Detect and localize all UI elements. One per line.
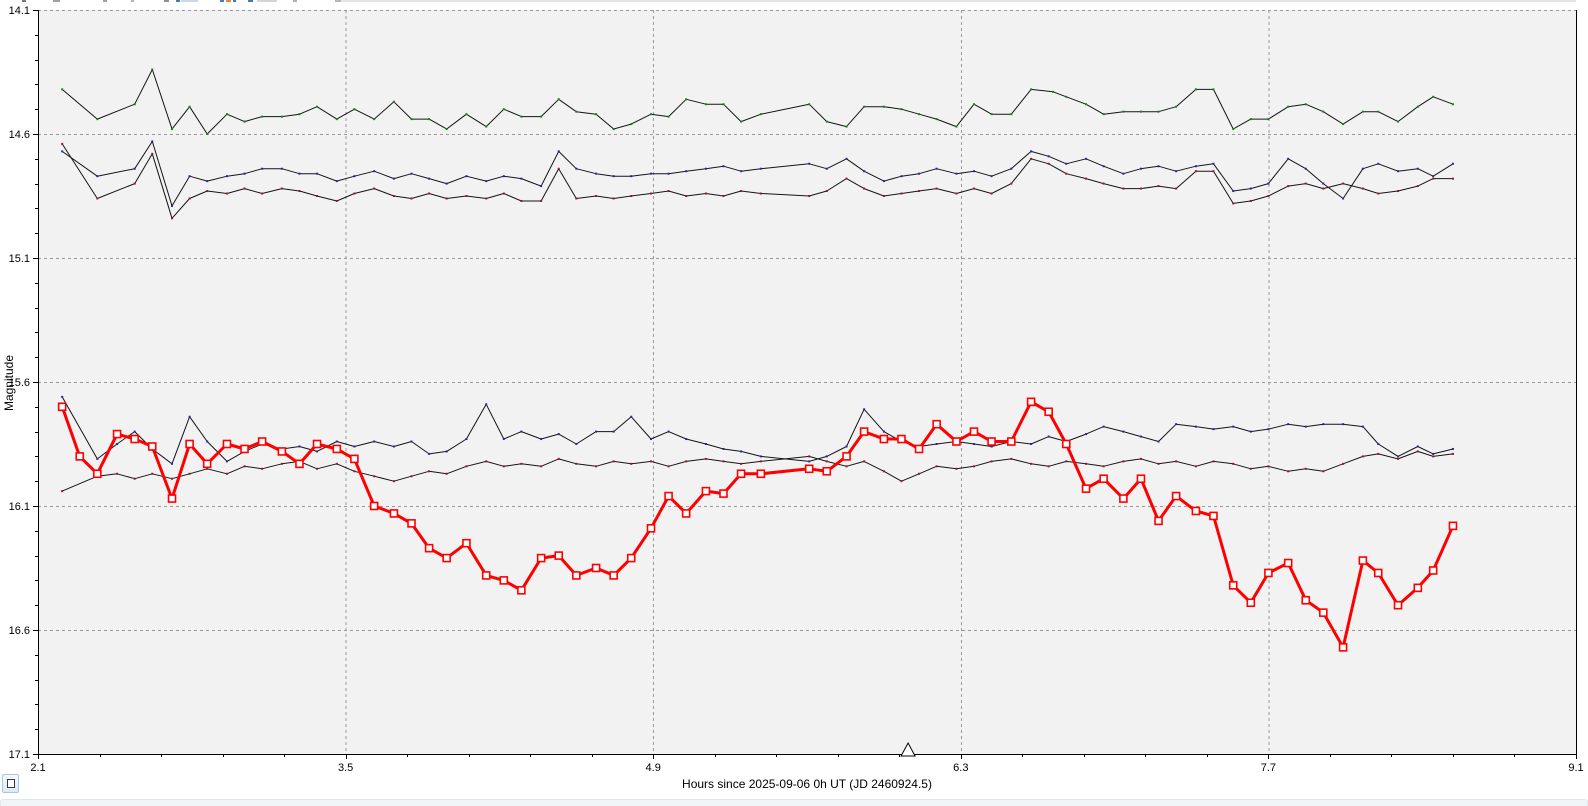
square-outline-icon — [6, 779, 15, 788]
x-tick-label: 7.7 — [1261, 762, 1276, 774]
x-tick-label: 9.1 — [1568, 762, 1583, 774]
bottom-panel-edge — [0, 799, 1588, 806]
y-tick-label: 16.1 — [9, 501, 30, 513]
x-tick-label: 2.1 — [30, 762, 45, 774]
clipped-toolbar-strip — [0, 0, 1588, 3]
series-series-2 — [61, 140, 1454, 207]
series-series-1 — [61, 68, 1454, 135]
toolbar-fragment — [181, 0, 198, 2]
series-series-3 — [61, 142, 1454, 220]
toolbar-fragment — [335, 0, 341, 2]
toolbar-fragment — [220, 0, 224, 2]
y-tick-label: 14.1 — [9, 5, 30, 17]
toolbar-fragment — [22, 0, 26, 2]
x-axis-title: Hours since 2025-09-06 0h UT (JD 2460924… — [682, 777, 932, 791]
toolbar-fragment — [257, 0, 277, 2]
toolbar-fragment — [248, 0, 253, 2]
y-axis-title: Magnitude — [2, 354, 16, 412]
axis-event-marker-triangle — [900, 741, 916, 757]
toolbar-fragment — [226, 0, 231, 2]
x-tick-label: 6.3 — [953, 762, 968, 774]
toolbar-fragment — [131, 0, 134, 2]
x-tick-label: 3.5 — [338, 762, 353, 774]
x-tick-label: 4.9 — [646, 762, 661, 774]
toolbar-fragment — [293, 0, 297, 2]
y-tick-label: 15.6 — [9, 377, 30, 389]
toolbar-fragment — [341, 0, 1576, 2]
toolbar-fragment — [176, 0, 180, 2]
y-tick-label: 16.6 — [9, 625, 30, 637]
tick-labels: 14.1 14.6 15.1 15.6 16.1 16.6 17.12.1 3.5 4.9 6.3… — [9, 5, 1584, 774]
y-tick-label: 15.1 — [9, 253, 30, 265]
toolbar-fragment — [103, 0, 107, 2]
toolbar-fragment — [164, 0, 169, 2]
series-series-4 — [61, 395, 1454, 465]
toolbar-fragment — [53, 0, 60, 2]
y-tick-label: 17.1 — [9, 749, 30, 761]
toolbar-fragment — [233, 0, 236, 2]
series-series-6-target — [57, 397, 1458, 652]
axis-frame — [38, 10, 1577, 755]
gridlines — [38, 10, 1576, 754]
y-tick-label: 14.6 — [9, 129, 30, 141]
detach-plot-button[interactable] — [2, 774, 19, 793]
